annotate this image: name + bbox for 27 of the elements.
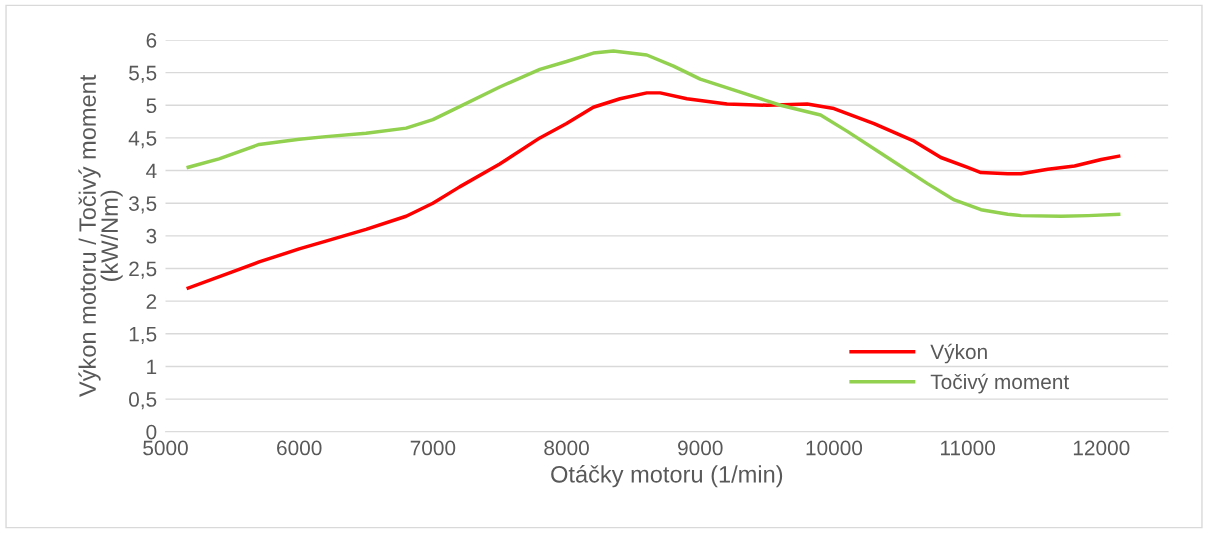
y-tick-label: 4: [146, 163, 157, 179]
y-tick-label: 5: [146, 98, 157, 114]
y-tick-label: 1: [147, 359, 157, 374]
x-tick-label: 10000: [806, 440, 863, 456]
x-tick-label: 6000: [277, 440, 322, 456]
y-tick-label: 6: [146, 32, 157, 48]
x-axis-title: Otáčky motoru (1/min): [551, 465, 783, 488]
line-series: [186, 49, 1121, 218]
y-tick-label: 3,5: [129, 196, 157, 214]
x-tick-label: 8000: [544, 440, 589, 456]
x-tick-label: 12000: [1073, 440, 1130, 456]
line-series: [186, 91, 1121, 290]
y-tick-label: 0: [146, 424, 157, 440]
y-tick-label: 3: [146, 228, 157, 244]
y-tick-label: 4,5: [128, 131, 157, 149]
y-tick-label: 2: [146, 294, 157, 309]
x-tick-label: 9000: [678, 440, 723, 456]
y-tick-label: 5,5: [129, 65, 157, 83]
y-axis-title: Výkon motoru / Točivý moment (kW/Nm): [78, 74, 123, 397]
y-tick-label: 1,5: [129, 327, 157, 345]
legend-label: Točivý moment: [930, 373, 1070, 394]
y-tick-label: 2,5: [129, 261, 157, 279]
x-tick-label: 7000: [410, 440, 456, 456]
y-tick-label: 0,5: [129, 392, 157, 410]
x-tick-label: 11000: [941, 440, 995, 456]
x-tick-label: 5000: [143, 440, 188, 456]
legend-label: Výkon: [930, 343, 987, 364]
